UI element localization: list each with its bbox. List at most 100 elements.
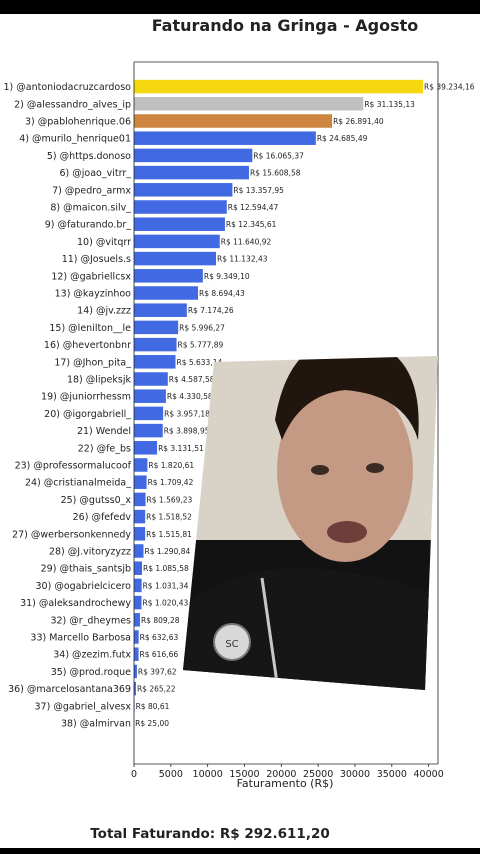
category-label: 21) Wendel (77, 426, 131, 437)
bar (134, 148, 253, 163)
category-label: 3) @pablohenrique.06 (25, 117, 131, 128)
value-label: R$ 265,22 (137, 685, 176, 694)
value-label: R$ 39.234,16 (424, 83, 475, 92)
bar (134, 303, 187, 317)
x-axis-label: Faturamento (R$) (237, 777, 334, 790)
value-label: R$ 3.898,95 (164, 427, 210, 436)
bar (134, 97, 364, 111)
category-label: 7) @pedro_armx (52, 185, 131, 196)
value-label: R$ 1.709,42 (148, 478, 194, 487)
category-label: 31) @aleksandrochewy (20, 598, 131, 609)
bar (134, 664, 137, 679)
category-label: 37) @gabriel_alvesx (35, 701, 132, 712)
x-tick-label: 15000 (229, 769, 259, 780)
value-label: R$ 1.290,84 (145, 547, 191, 556)
value-label: R$ 13.357,95 (233, 186, 284, 195)
bar (134, 183, 233, 197)
bottom-black-bar (0, 848, 480, 854)
bar (134, 389, 166, 403)
svg-text:SC: SC (225, 639, 238, 650)
bar (134, 286, 199, 300)
value-label: R$ 5.633,14 (176, 358, 222, 367)
value-label: R$ 3.131,51 (158, 444, 204, 453)
value-label: R$ 3.957,18 (164, 409, 210, 418)
value-label: R$ 1.515,81 (146, 530, 192, 539)
category-label: 28) @J.vitoryzyzz (49, 547, 131, 558)
category-label: 11) @Josuels.s (62, 254, 131, 265)
value-label: R$ 11.640,92 (221, 237, 272, 246)
bar (134, 441, 158, 455)
value-label: R$ 15.608,58 (250, 169, 301, 178)
bar (134, 234, 220, 249)
bar (134, 613, 140, 627)
bar (134, 269, 203, 283)
bar (134, 458, 148, 472)
chart-title: Faturando na Gringa - Agosto (151, 16, 419, 35)
category-label: 38) @almirvan (61, 719, 131, 730)
category-label: 10) @vitqrr (77, 237, 131, 248)
category-label: 24) @cristianalmeida_ (25, 478, 131, 489)
bar (134, 595, 142, 610)
category-label: 6) @joao_vitrr_ (60, 168, 132, 179)
bar (134, 647, 139, 661)
x-tick-label: 10000 (193, 769, 223, 780)
value-label: R$ 12.345,61 (226, 220, 277, 229)
category-label: 15) @lenilton__le (49, 323, 131, 334)
value-label: R$ 632,63 (140, 633, 179, 642)
category-label: 34) @zezim.futx (53, 650, 131, 661)
value-label: R$ 25,00 (135, 719, 169, 728)
value-label: R$ 809,28 (141, 616, 180, 625)
category-label: 12) @gabriellcsx (51, 271, 131, 282)
bar (134, 630, 139, 644)
category-label: 9) @faturando.br_ (45, 220, 132, 231)
value-label: R$ 31.135,13 (364, 100, 415, 109)
value-label: R$ 1.020,43 (143, 599, 189, 608)
value-label: R$ 26.891,40 (333, 117, 384, 126)
bar (134, 527, 146, 541)
category-label: 16) @hevertonbnr (44, 340, 131, 351)
value-label: R$ 4.587,58 (169, 375, 215, 384)
category-label: 18) @lipeksjk (67, 375, 132, 386)
category-label: 20) @igorgabriell_ (44, 409, 131, 420)
value-label: R$ 24.685,49 (317, 134, 368, 143)
bar (134, 355, 176, 369)
category-label: 25) @gutss0_x (61, 495, 132, 506)
value-label: R$ 397,62 (138, 667, 177, 676)
value-label: R$ 616,66 (140, 650, 179, 659)
bar (134, 217, 225, 231)
value-label: R$ 1.820,61 (148, 461, 194, 470)
bar (134, 131, 316, 145)
top-black-bar (0, 0, 480, 14)
x-tick-label: 35000 (377, 769, 407, 780)
category-label: 4) @murilo_henrique01 (19, 134, 131, 145)
bar (134, 561, 142, 575)
total-revenue: Total Faturando: R$ 292.611,20 (90, 826, 330, 842)
category-label: 5) @https.donoso (47, 151, 131, 162)
bar (134, 200, 227, 214)
bar (134, 423, 163, 438)
category-label: 32) @r_dheymes (50, 615, 131, 626)
category-label: 33) Marcello Barbosa (30, 633, 131, 644)
category-label: 17) @Jhon_pita_ (54, 357, 131, 368)
value-label: R$ 1.085,58 (143, 564, 189, 573)
x-tick-label: 25000 (303, 769, 333, 780)
x-tick-label: 5000 (159, 769, 183, 780)
x-tick-label: 20000 (266, 769, 296, 780)
value-label: R$ 80,61 (136, 702, 170, 711)
category-label: 13) @kayzinhoo (55, 289, 132, 300)
bar (134, 406, 164, 421)
value-label: R$ 9.349,10 (204, 272, 250, 281)
bar (134, 509, 146, 524)
value-label: R$ 11.132,43 (217, 255, 268, 264)
category-label: 30) @ogabrielcicero (36, 581, 132, 592)
category-label: 8) @maicon.silv_ (50, 203, 131, 214)
bar (134, 320, 179, 335)
value-label: R$ 16.065,37 (253, 151, 304, 160)
category-label: 14) @jv.zzz (77, 306, 131, 317)
x-tick-label: 30000 (340, 769, 370, 780)
category-label: 19) @juniorrhessm (41, 392, 131, 403)
bar (134, 492, 146, 507)
bar (134, 372, 168, 386)
value-label: R$ 12.594,47 (228, 203, 279, 212)
x-tick-label: 0 (131, 769, 137, 780)
